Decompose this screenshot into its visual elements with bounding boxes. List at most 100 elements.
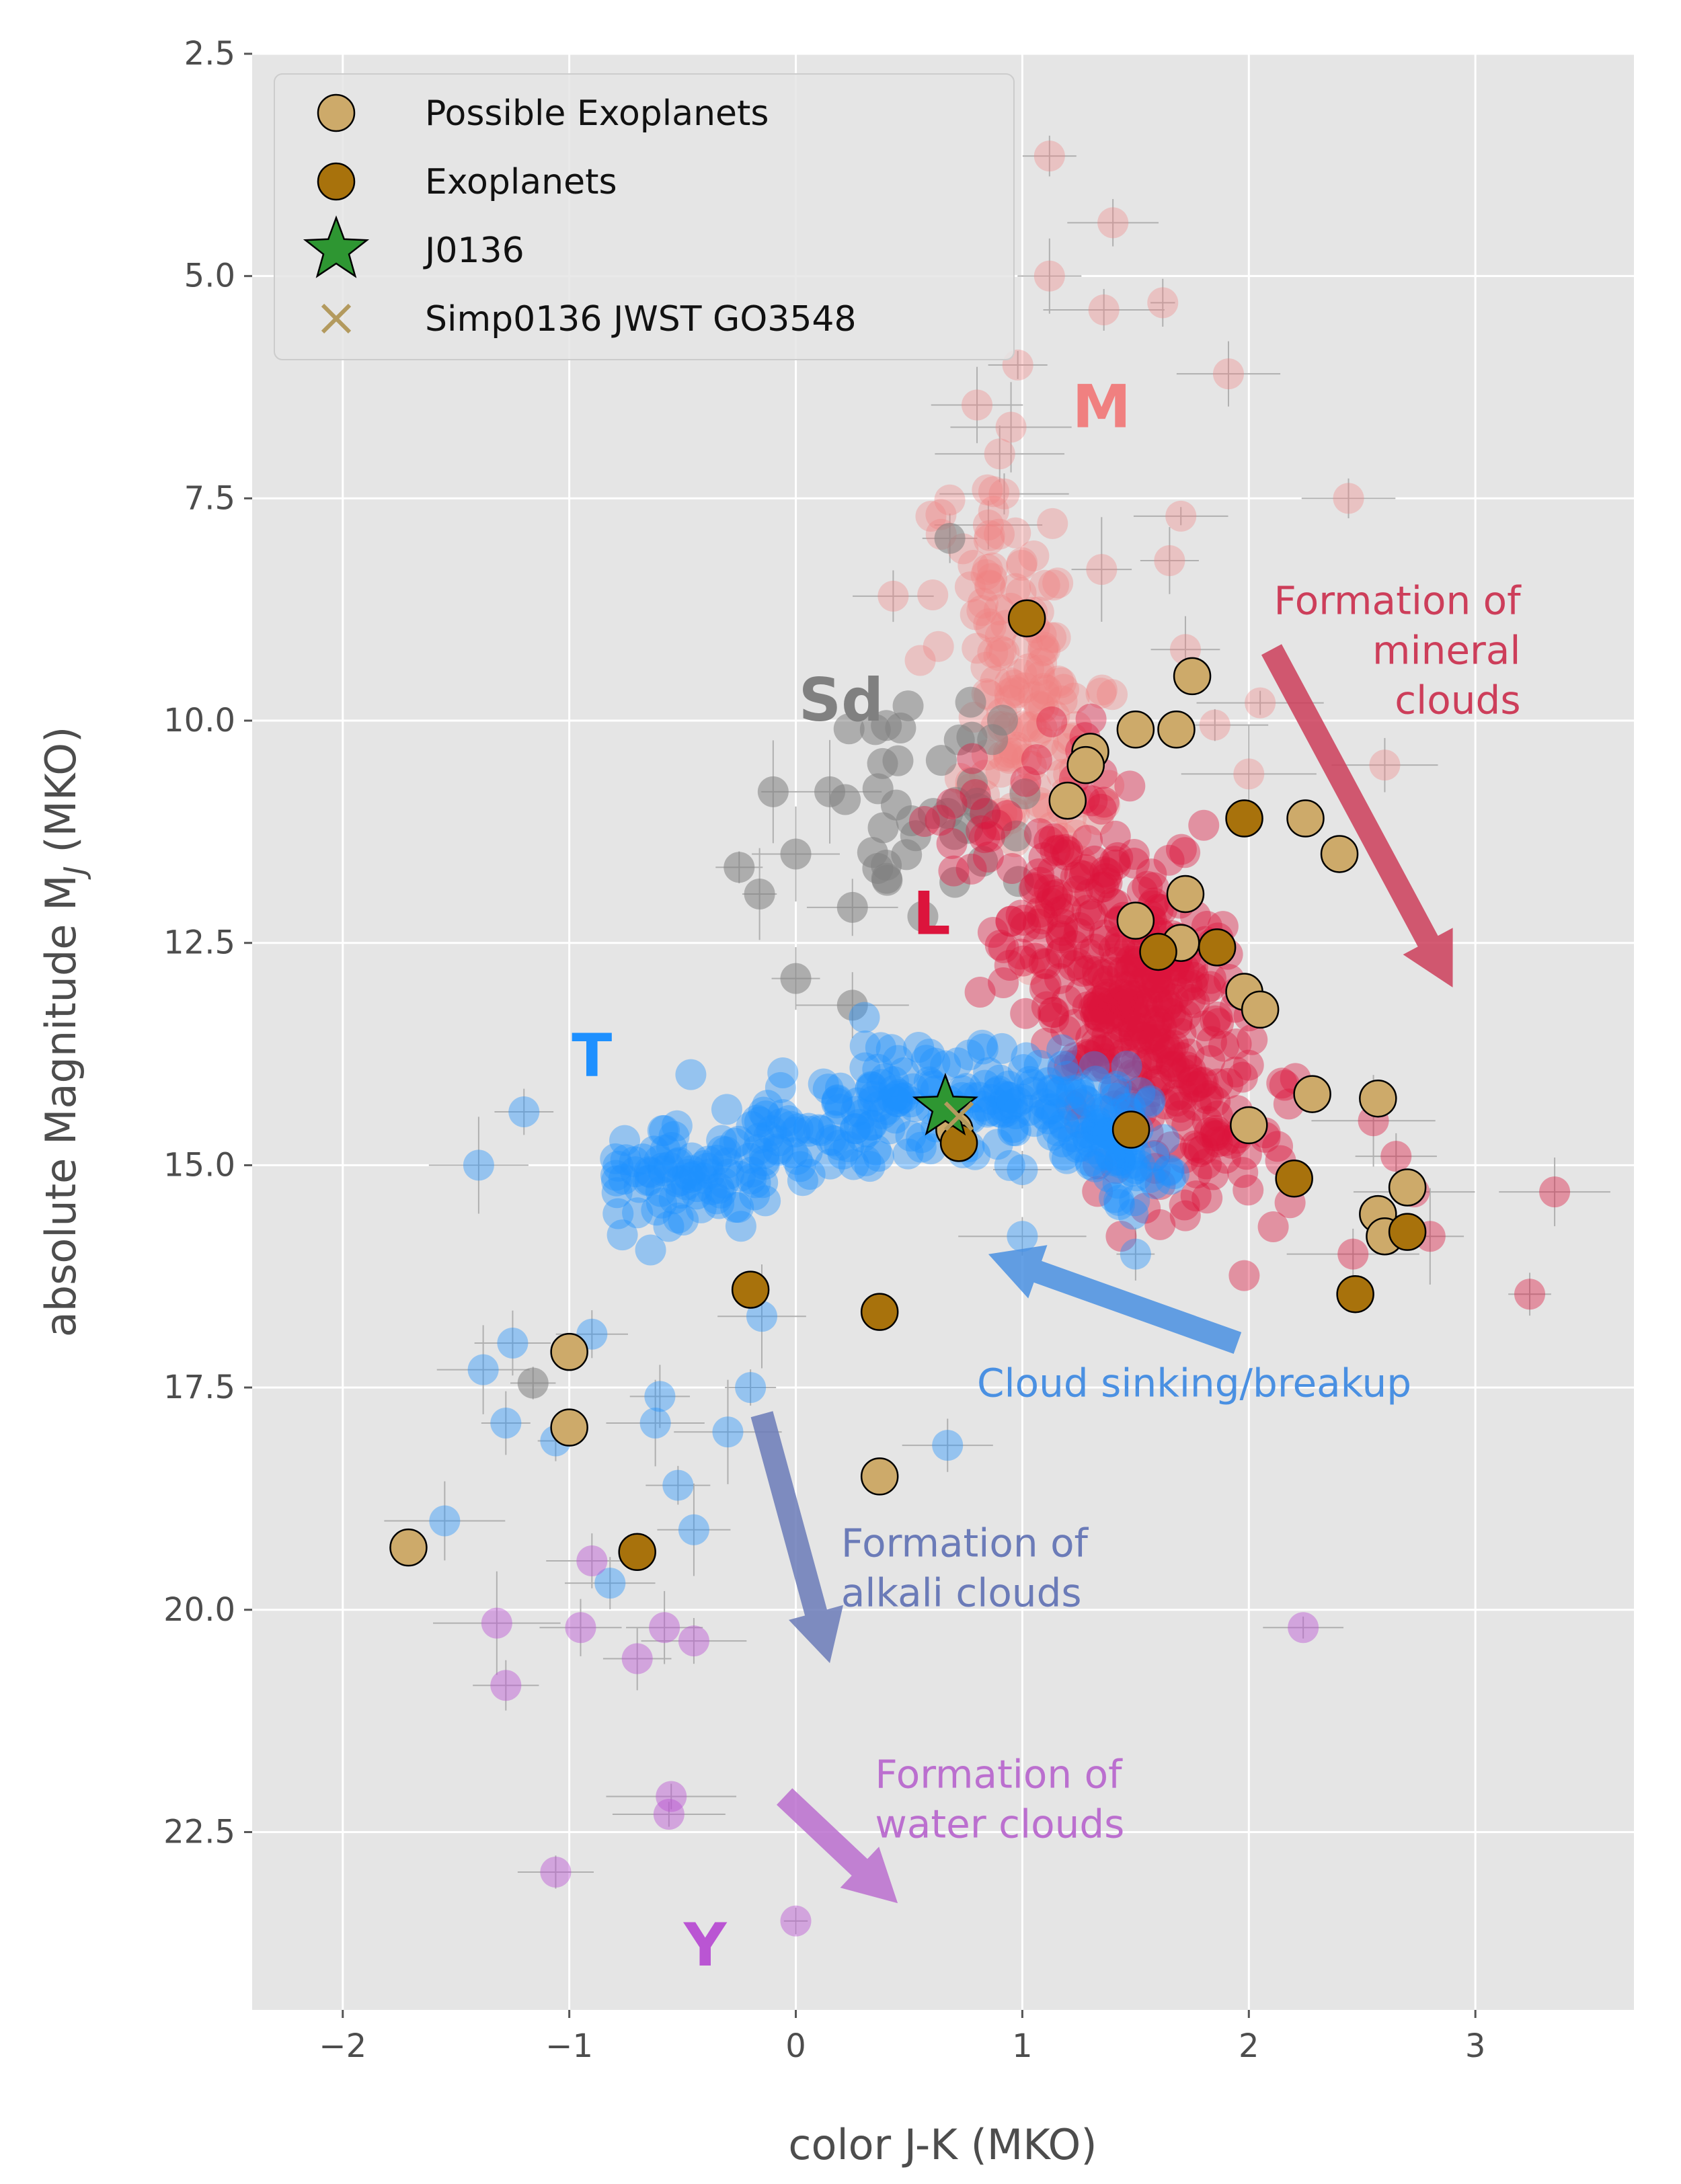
- point-m: [1015, 711, 1047, 743]
- point-l: [977, 917, 1009, 948]
- point-m: [877, 580, 909, 612]
- annotations: Formation of mineral clouds Cloud sinking/b…: [750, 577, 1522, 1904]
- point-l: [1108, 971, 1140, 1003]
- point-l: [1226, 1061, 1258, 1093]
- point-t: [882, 1045, 914, 1076]
- point-t: [1124, 1077, 1156, 1108]
- point-l: [1134, 1004, 1166, 1036]
- point-y: [565, 1612, 596, 1644]
- possible-exoplanet-point: [1157, 711, 1196, 749]
- point-sd: [939, 866, 971, 898]
- point-l: [1139, 1139, 1171, 1171]
- point-t: [508, 1096, 540, 1128]
- point-l: [1088, 786, 1120, 818]
- point-l: [1058, 1008, 1090, 1040]
- point-m: [988, 637, 1020, 668]
- point-m: [1011, 743, 1042, 775]
- point-t: [1085, 1108, 1117, 1139]
- point-l: [1130, 1192, 1161, 1224]
- point-l: [1044, 963, 1075, 994]
- point-m: [1000, 573, 1031, 604]
- point-l: [1141, 1065, 1173, 1096]
- point-t: [646, 1187, 677, 1219]
- point-l: [1101, 1027, 1132, 1059]
- point-l: [1155, 1047, 1187, 1078]
- point-t: [850, 1145, 882, 1176]
- point-t: [1097, 1145, 1129, 1176]
- point-l: [1040, 835, 1071, 866]
- point-t: [609, 1125, 641, 1156]
- point-l: [1109, 991, 1141, 1022]
- point-t: [1066, 1079, 1097, 1110]
- point-m: [1054, 881, 1086, 912]
- point-l: [1109, 1001, 1140, 1033]
- point-l: [1171, 1051, 1203, 1083]
- point-t: [1066, 1102, 1097, 1134]
- point-t: [832, 1131, 864, 1162]
- point-m: [970, 559, 1002, 590]
- point-sd: [744, 878, 775, 909]
- point-l: [1146, 1012, 1177, 1043]
- point-l: [1129, 1086, 1161, 1118]
- point-l: [1115, 953, 1146, 985]
- y-tick-label: 2.5: [184, 35, 235, 73]
- point-t: [915, 1133, 947, 1165]
- point-t: [602, 1150, 634, 1182]
- class-label-y: Y: [683, 1910, 728, 1980]
- point-l: [1169, 1189, 1200, 1221]
- point-t: [888, 1057, 920, 1088]
- y-tick-label: 15.0: [163, 1146, 235, 1184]
- point-l: [1230, 1139, 1262, 1170]
- point-l: [1121, 957, 1152, 988]
- point-l: [1183, 1136, 1215, 1168]
- point-l: [1199, 1120, 1230, 1151]
- point-t: [1023, 1049, 1055, 1081]
- point-l: [1113, 983, 1144, 1015]
- point-t: [1087, 1139, 1118, 1171]
- possible-exoplanet-point: [1388, 1168, 1427, 1207]
- point-t: [747, 1167, 779, 1199]
- point-l: [1080, 991, 1111, 1022]
- point-t: [1093, 1161, 1124, 1192]
- point-m: [1028, 692, 1060, 723]
- point-l: [1144, 1169, 1176, 1201]
- point-l: [995, 905, 1027, 937]
- point-t: [990, 1096, 1022, 1127]
- point-t: [1044, 1076, 1076, 1108]
- point-l: [1070, 854, 1101, 885]
- point-l: [964, 976, 996, 1008]
- point-l: [1175, 1055, 1207, 1086]
- point-l: [1140, 962, 1172, 994]
- point-t: [994, 1082, 1026, 1113]
- point-l: [1156, 964, 1187, 996]
- possible-exoplanet-point: [1166, 875, 1205, 914]
- x-tick-label: 3: [1465, 2027, 1486, 2065]
- point-t: [866, 1069, 898, 1100]
- point-t: [1098, 1074, 1130, 1105]
- point-l: [1134, 964, 1166, 996]
- point-t: [839, 1113, 871, 1144]
- point-l: [1257, 1211, 1289, 1243]
- point-sd: [836, 989, 868, 1021]
- point-l: [1193, 1080, 1224, 1112]
- point-l: [1152, 1036, 1183, 1067]
- point-t: [1006, 1084, 1038, 1115]
- point-t: [701, 1144, 732, 1176]
- point-t: [857, 1071, 888, 1103]
- point-t: [1155, 1164, 1186, 1195]
- point-t: [856, 1109, 888, 1141]
- possible-exoplanet-point: [860, 1457, 899, 1496]
- point-l: [1126, 986, 1158, 1018]
- point-t: [668, 1204, 699, 1236]
- point-l: [1139, 1069, 1171, 1100]
- point-t: [1007, 1054, 1039, 1086]
- point-l: [1005, 938, 1037, 970]
- point-m: [1000, 517, 1031, 549]
- point-t: [694, 1158, 726, 1190]
- point-l: [1167, 1057, 1199, 1089]
- point-l: [1118, 990, 1149, 1022]
- legend: Possible Exoplanets Exoplanets J0136 Simp01…: [274, 73, 1015, 360]
- point-t: [1075, 1149, 1107, 1180]
- point-l: [1050, 1015, 1082, 1047]
- point-t: [748, 1149, 780, 1180]
